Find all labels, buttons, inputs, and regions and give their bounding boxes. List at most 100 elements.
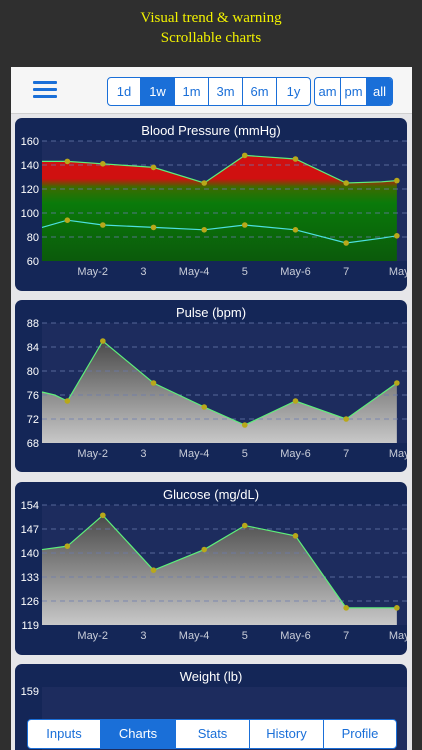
data-point	[201, 180, 208, 186]
glucose-title: Glucose (mg/dL)	[162, 487, 260, 502]
x-tick-label: 5	[242, 266, 248, 278]
y-tick-label: 88	[27, 318, 39, 330]
systolic-area	[42, 155, 397, 261]
tab-stats[interactable]: Stats	[175, 720, 249, 748]
x-tick-label: 7	[343, 266, 349, 278]
data-point	[343, 605, 349, 611]
data-point	[292, 533, 299, 539]
data-point	[201, 227, 208, 233]
glucose-card: Glucose (mg/dL) 119 126 133 140 147 154 May-2 3…	[15, 482, 407, 655]
y-tick-label: 140	[21, 548, 39, 560]
range-6m[interactable]: 6m	[242, 78, 276, 105]
data-point	[394, 605, 400, 611]
period-pm[interactable]: pm	[340, 78, 366, 105]
data-point	[292, 227, 299, 233]
data-point	[64, 158, 71, 165]
data-point	[241, 222, 248, 228]
x-tick-label: May-2	[77, 266, 108, 278]
series-line	[42, 154, 397, 184]
y-tick-label: 147	[21, 524, 39, 536]
x-tick-label: 3	[140, 448, 146, 460]
tab-history[interactable]: History	[249, 720, 323, 748]
data-point	[150, 224, 157, 231]
data-point	[150, 567, 157, 573]
y-tick-label: 140	[21, 160, 39, 172]
app-screen: 1d 1w 1m 3m 6m 1y am pm all Blood Pressu…	[11, 67, 412, 750]
tab-inputs[interactable]: Inputs	[46, 726, 82, 741]
x-tick-label: May-2	[77, 630, 108, 642]
toolbar: 1d 1w 1m 3m 6m 1y am pm all	[11, 67, 412, 114]
data-point	[150, 380, 157, 386]
blood-pressure-chart[interactable]: 60 80 100 120 140 160 May-2 3 May-4 5 May-6 7 May	[15, 118, 407, 291]
x-tick-label: 3	[140, 266, 146, 278]
pulse-title: Pulse (bpm)	[175, 305, 247, 320]
data-point	[241, 522, 248, 529]
blood-pressure-card: Blood Pressure (mmHg) 60 80 100 120 140 160 Ma…	[15, 118, 407, 291]
data-point	[394, 380, 400, 386]
hamburger-menu-icon[interactable]	[33, 81, 57, 99]
period-segmented-control: am pm all	[314, 77, 393, 106]
y-tick-label: 68	[27, 438, 39, 450]
data-point	[394, 233, 400, 239]
x-tick-label: May	[389, 630, 407, 642]
data-point	[150, 164, 157, 171]
range-3m[interactable]: 3m	[208, 78, 242, 105]
x-tick-label: 7	[343, 630, 349, 642]
period-am[interactable]: am	[318, 84, 337, 99]
pulse-chart[interactable]: 68 72 76 80 84 88 May-2 3 May-4 5 May-6 7 May	[15, 300, 407, 472]
range-segmented-control: 1d 1w 1m 3m 6m 1y	[107, 77, 311, 106]
data-point	[64, 543, 71, 549]
data-point	[292, 398, 299, 404]
tab-charts[interactable]: Charts	[100, 720, 175, 748]
data-point	[100, 222, 106, 228]
y-tick-label: 126	[21, 596, 39, 608]
range-1w[interactable]: 1w	[140, 78, 174, 105]
period-all[interactable]: all	[366, 78, 392, 105]
y-tick-label: 154	[21, 500, 39, 512]
y-tick-label: 76	[27, 390, 39, 402]
range-1y[interactable]: 1y	[276, 78, 310, 105]
x-tick-label: 3	[140, 630, 146, 642]
data-point	[64, 217, 71, 223]
data-point	[343, 240, 349, 246]
data-point	[241, 422, 248, 428]
x-tick-label: May-4	[179, 266, 210, 278]
data-point	[201, 404, 208, 410]
y-tick-label: 119	[21, 620, 39, 632]
x-tick-label: May	[389, 448, 407, 460]
x-tick-label: May-6	[280, 448, 311, 460]
data-point	[100, 338, 106, 344]
range-1d[interactable]: 1d	[116, 84, 132, 99]
blood-pressure-title: Blood Pressure (mmHg)	[141, 123, 281, 138]
bottom-tab-bar: Inputs Charts Stats History Profile	[27, 719, 397, 749]
promo-line-2: Scrollable charts	[160, 30, 262, 46]
range-1m[interactable]: 1m	[174, 78, 208, 105]
glucose-chart[interactable]: 119 126 133 140 147 154 May-2 3 May-4 5 May-6 7 May	[15, 482, 407, 655]
series-line	[41, 219, 397, 244]
x-tick-label: May-4	[179, 630, 210, 642]
y-tick-label: 100	[21, 208, 39, 220]
data-point	[64, 398, 71, 404]
x-tick-label: 5	[242, 448, 248, 460]
data-point	[100, 161, 106, 167]
data-point	[343, 416, 349, 422]
y-tick-label: 72	[27, 414, 39, 426]
x-tick-label: May-4	[179, 448, 210, 460]
y-tick-label: 60	[27, 256, 39, 268]
y-tick-label: 84	[27, 342, 39, 354]
data-point	[292, 156, 299, 162]
y-tick-label: 80	[27, 366, 39, 378]
series-area	[42, 515, 397, 625]
y-tick-label: 120	[21, 184, 39, 196]
promo-banner: Visual trend & warning Scrollable charts	[0, 0, 422, 66]
y-tick-label: 80	[27, 232, 39, 244]
data-point	[343, 180, 349, 186]
x-tick-label: 7	[343, 448, 349, 460]
y-tick-label: 159	[21, 686, 39, 698]
series-area	[42, 341, 397, 443]
data-point	[394, 177, 400, 184]
x-tick-label: May-6	[280, 266, 311, 278]
tab-profile[interactable]: Profile	[323, 720, 396, 748]
series-line	[41, 340, 398, 426]
x-tick-label: May-6	[280, 630, 311, 642]
